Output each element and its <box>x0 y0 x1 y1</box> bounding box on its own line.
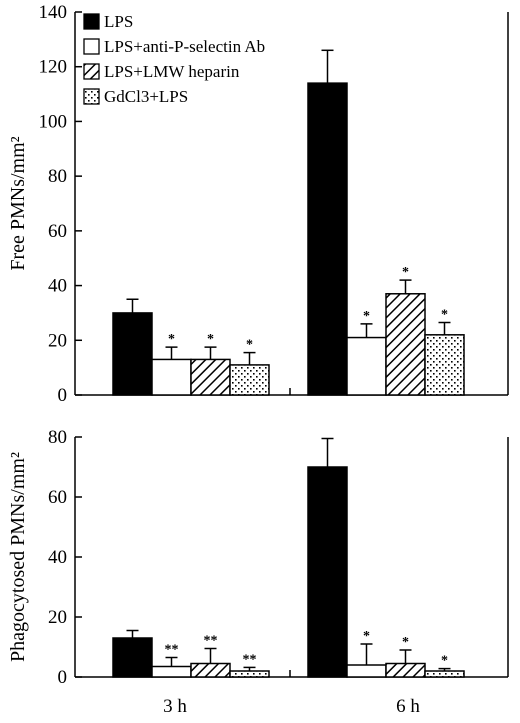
significance-mark: * <box>363 629 370 644</box>
legend-label: LPS+anti-P-selectin Ab <box>104 37 265 56</box>
y-tick-label: 0 <box>58 385 68 406</box>
bar <box>424 670 465 678</box>
legend-label: GdCl3+LPS <box>104 87 188 106</box>
significance-mark: * <box>441 654 448 669</box>
y-tick-label: 40 <box>48 547 67 568</box>
significance-mark: * <box>402 265 409 280</box>
bar <box>385 293 426 396</box>
bar <box>307 82 348 396</box>
bar <box>307 466 348 678</box>
y-axis-label: Phagocytosed PMNs/mm² <box>7 452 29 662</box>
bar <box>424 334 465 396</box>
legend-label: LPS+LMW heparin <box>104 62 240 81</box>
bar <box>385 662 426 678</box>
panel-1: 0 20 40 60 80 100 120 140 Free PMNs/mm² * * * * * * LPS… <box>7 2 509 406</box>
bar <box>112 637 153 678</box>
bar <box>151 358 192 396</box>
significance-mark: * <box>402 635 409 650</box>
legend-swatch <box>83 88 100 105</box>
legend-label: LPS <box>104 12 133 31</box>
bar <box>229 364 270 396</box>
y-tick-label: 120 <box>39 57 68 78</box>
bar <box>151 665 192 678</box>
significance-mark: * <box>246 338 253 353</box>
y-tick-label: 60 <box>48 221 67 242</box>
bar <box>346 336 387 396</box>
y-tick-label: 40 <box>48 276 67 297</box>
category-label: 6 h <box>396 696 420 717</box>
y-tick-label: 80 <box>48 166 67 187</box>
significance-mark: * <box>441 308 448 323</box>
bar <box>112 312 153 396</box>
significance-mark: ** <box>204 634 218 649</box>
y-axis-label: Free PMNs/mm² <box>7 136 29 270</box>
y-tick-label: 20 <box>48 330 67 351</box>
y-tick-label: 140 <box>39 2 68 23</box>
legend-swatch <box>83 38 100 55</box>
y-tick-label: 80 <box>48 427 67 448</box>
legend: LPS LPS+anti-P-selectin Ab LPS+LMW heparin… <box>83 12 265 106</box>
bar <box>190 662 231 678</box>
y-tick-label: 60 <box>48 487 67 508</box>
significance-mark: ** <box>243 652 257 667</box>
category-label: 3 h <box>163 696 187 717</box>
legend-swatch <box>83 63 100 80</box>
bar <box>190 358 231 396</box>
bar <box>346 664 387 678</box>
y-tick-label: 100 <box>39 111 68 132</box>
bar <box>229 670 270 678</box>
significance-mark: * <box>363 309 370 324</box>
legend-swatch <box>83 13 100 30</box>
y-tick-label: 20 <box>48 607 67 628</box>
significance-mark: ** <box>165 643 179 658</box>
y-tick-label: 0 <box>58 667 68 688</box>
significance-mark: * <box>207 332 214 347</box>
significance-mark: * <box>168 332 175 347</box>
